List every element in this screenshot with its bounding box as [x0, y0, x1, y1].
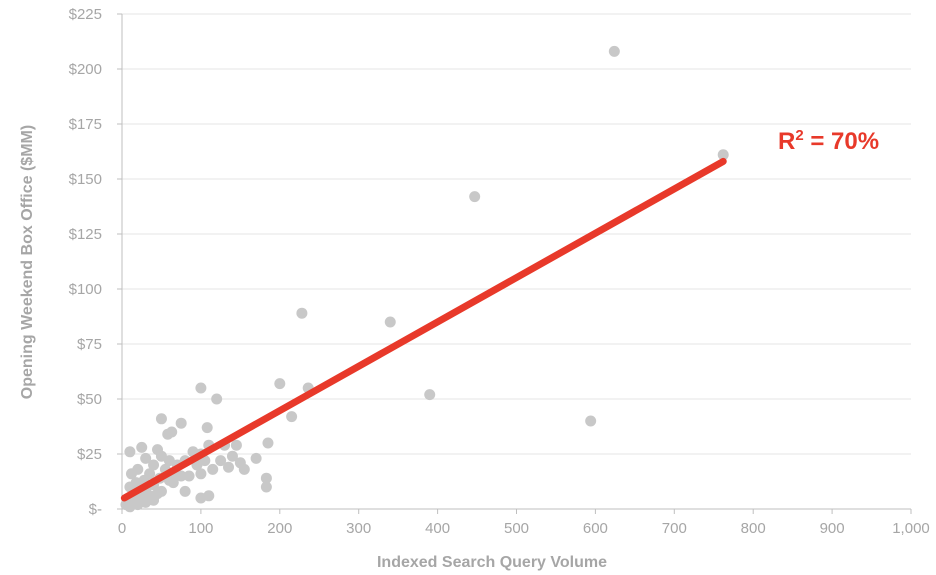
- data-point: [238, 463, 250, 475]
- data-point: [175, 470, 187, 482]
- y-tick-label: $150: [69, 171, 102, 188]
- data-point: [167, 477, 179, 489]
- y-tick-label: $175: [69, 116, 102, 133]
- y-tick-label: $225: [69, 6, 102, 23]
- data-point: [148, 494, 160, 506]
- data-point: [260, 472, 272, 484]
- data-point: [250, 452, 262, 464]
- y-tick-label: $125: [69, 226, 102, 243]
- y-tick-label: $75: [77, 336, 102, 353]
- data-point: [223, 461, 235, 473]
- r-squared-base: R: [778, 128, 795, 155]
- x-tick-label: 800: [741, 520, 766, 537]
- x-tick-label: 900: [820, 520, 845, 537]
- trend-line: [120, 157, 727, 502]
- y-axis-ticks: $- $25 $50 $75 $100 $125 $150 $175 $200 $225: [69, 6, 122, 518]
- data-point: [175, 417, 187, 429]
- x-tick-label: 700: [662, 520, 687, 537]
- data-point: [230, 439, 242, 451]
- data-point: [215, 455, 227, 467]
- data-point: [155, 413, 167, 425]
- y-tick-label: $200: [69, 61, 102, 78]
- data-point: [124, 446, 136, 458]
- x-tick-label: 200: [267, 520, 292, 537]
- data-point: [125, 468, 137, 480]
- data-point: [136, 441, 148, 453]
- data-point: [286, 411, 298, 423]
- x-tick-label: 300: [346, 520, 371, 537]
- data-point: [179, 485, 191, 497]
- y-tick-label: $25: [77, 446, 102, 463]
- x-tick-label: 100: [188, 520, 213, 537]
- x-axis-ticks: 0 100 200 300 400 500 600 700 800 900 1,000: [118, 509, 930, 537]
- data-point: [717, 149, 729, 161]
- data-point: [260, 481, 272, 493]
- data-point: [183, 470, 195, 482]
- data-point: [211, 393, 223, 405]
- r-squared-annotation: R2 = 70%: [778, 127, 879, 155]
- y-tick-label: $-: [89, 501, 102, 518]
- data-point: [207, 463, 219, 475]
- data-point: [226, 450, 238, 462]
- data-point: [274, 378, 286, 390]
- data-point: [140, 452, 152, 464]
- x-tick-label: 0: [118, 520, 126, 537]
- y-axis-title: Opening Weekend Box Office ($MM): [19, 125, 36, 399]
- x-tick-label: 500: [504, 520, 529, 537]
- data-point: [124, 501, 136, 513]
- data-point: [195, 468, 207, 480]
- r-squared-value: = 70%: [804, 128, 879, 155]
- data-point: [201, 422, 213, 434]
- x-tick-label: 600: [583, 520, 608, 537]
- data-point: [469, 191, 481, 203]
- data-point: [162, 428, 174, 440]
- x-tick-label: 400: [425, 520, 450, 537]
- data-point: [148, 459, 160, 471]
- data-point: [195, 382, 207, 394]
- y-tick-label: $50: [77, 391, 102, 408]
- data-point: [424, 389, 436, 401]
- data-point: [585, 415, 597, 427]
- data-point: [195, 492, 207, 504]
- r-squared-superscript: 2: [795, 127, 803, 144]
- x-tick-label: 1,000: [892, 520, 930, 537]
- data-points: [120, 45, 729, 513]
- y-tick-label: $100: [69, 281, 102, 298]
- x-axis-title: Indexed Search Query Volume: [377, 554, 607, 571]
- data-point: [384, 316, 396, 328]
- data-point: [296, 307, 308, 319]
- gridlines: [122, 13, 911, 455]
- data-point: [262, 437, 274, 449]
- data-point: [608, 45, 620, 57]
